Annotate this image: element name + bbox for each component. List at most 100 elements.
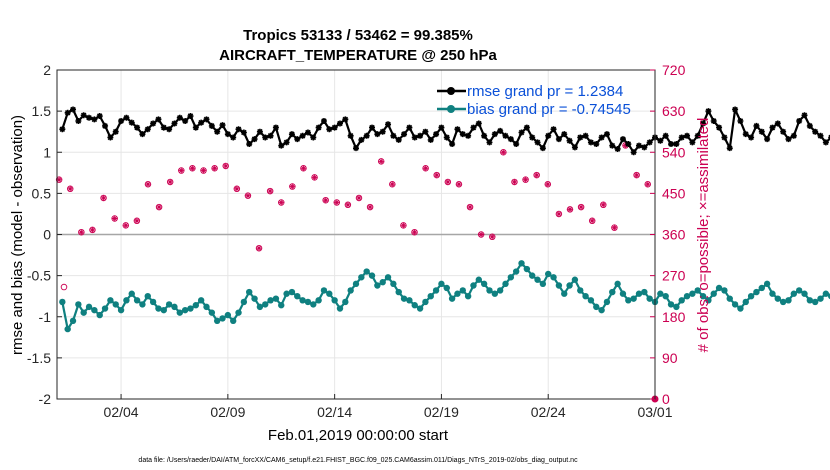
- bias-point: [523, 265, 531, 273]
- bias-point: [443, 284, 450, 292]
- rmse-point: [198, 119, 205, 126]
- rmse-point: [646, 139, 653, 146]
- bias-point: [149, 298, 157, 306]
- rmse-point: [790, 132, 797, 139]
- bias-point: [379, 279, 386, 286]
- rmse-point: [593, 141, 600, 148]
- rmse-point: [507, 136, 514, 143]
- y-tick-label: 0.5: [32, 185, 52, 201]
- obs-assimilated-marker: [400, 222, 407, 228]
- bias-point: [278, 302, 285, 309]
- bias-point: [117, 306, 125, 314]
- bias-point: [368, 272, 376, 279]
- obs-possible-marker: [155, 203, 163, 211]
- y-right-tick-label: 360: [662, 227, 686, 243]
- bias-point: [315, 297, 322, 304]
- rmse-point: [251, 136, 258, 143]
- obs-assimilated-marker: [300, 165, 307, 171]
- bias-point: [625, 297, 632, 304]
- bias-point: [630, 295, 637, 302]
- bias-point: [667, 301, 675, 308]
- bias-point: [710, 290, 717, 297]
- rmse-point: [737, 117, 744, 124]
- obs-assimilated-marker: [411, 229, 418, 235]
- rmse-point: [401, 131, 408, 138]
- obs-assimilated-marker: [600, 202, 606, 208]
- bias-point: [705, 297, 712, 304]
- rmse-point: [219, 122, 226, 129]
- rmse-point: [577, 134, 584, 141]
- bias-point: [352, 280, 360, 288]
- rmse-point: [80, 112, 87, 119]
- bias-point: [593, 303, 600, 311]
- obs-assimilated-marker: [567, 206, 573, 212]
- bias-point: [427, 292, 434, 300]
- bias-point: [128, 290, 135, 297]
- rmse-point: [518, 129, 525, 136]
- obs-assimilated-marker: [200, 167, 207, 174]
- rmse-point: [256, 128, 263, 135]
- rmse-point: [801, 112, 808, 119]
- rmse-point: [342, 116, 349, 123]
- rmse-point: [443, 134, 450, 141]
- obs-possible-marker: [566, 206, 574, 213]
- bias-point: [475, 276, 483, 283]
- bias-point: [326, 290, 333, 297]
- rmse-point: [96, 113, 103, 120]
- rmse-point: [438, 124, 445, 131]
- bias-point: [208, 309, 216, 316]
- bias-point: [96, 311, 103, 319]
- rmse-point: [822, 139, 829, 146]
- obs-possible-marker: [455, 180, 463, 188]
- bias-point: [112, 301, 119, 308]
- obs-possible-marker: [60, 283, 68, 291]
- bias-point: [197, 297, 205, 304]
- obs-assimilated-marker: [223, 163, 229, 169]
- bias-point: [229, 317, 237, 325]
- rmse-point: [481, 132, 488, 139]
- bias-point: [251, 295, 258, 302]
- bias-point: [561, 290, 568, 297]
- obs-possible-marker: [311, 174, 318, 181]
- obs-count-layer: [55, 142, 659, 403]
- rmse-point: [566, 137, 573, 144]
- rmse-point: [347, 132, 354, 139]
- bias-point: [587, 297, 595, 304]
- bias-point: [582, 292, 589, 300]
- bias-point: [721, 287, 728, 294]
- rmse-point: [363, 132, 370, 139]
- bias-point: [785, 297, 792, 304]
- obs-possible-marker: [522, 176, 529, 183]
- bias-point: [470, 282, 477, 289]
- rmse-point: [598, 134, 605, 141]
- obs-possible-marker: [544, 180, 552, 188]
- bias-point: [742, 298, 749, 306]
- bias-point: [790, 290, 798, 297]
- bias-point: [491, 290, 499, 297]
- bias-point: [342, 298, 349, 306]
- bias-point: [827, 293, 830, 300]
- rmse-point: [112, 128, 119, 135]
- obs-possible-marker: [122, 222, 130, 229]
- bias-point: [310, 301, 317, 308]
- rmse-point: [662, 132, 669, 139]
- obs-assimilated-marker: [323, 197, 329, 203]
- rmse-point: [171, 120, 178, 127]
- rmse-point: [625, 141, 632, 148]
- y-right-tick-label: 90: [662, 350, 678, 366]
- rmse-point: [208, 122, 215, 129]
- bias-point: [486, 287, 493, 294]
- bias-point: [165, 301, 173, 308]
- bias-point: [256, 303, 264, 311]
- bias-point: [85, 303, 93, 311]
- rmse-point: [710, 117, 717, 124]
- bias-point: [459, 287, 466, 294]
- x-tick-label: 02/14: [317, 404, 352, 420]
- bias-point: [390, 280, 397, 288]
- obs-assimilated-marker: [578, 204, 584, 210]
- obs-assimilated-marker: [489, 234, 495, 240]
- obs-assimilated-marker: [311, 174, 318, 180]
- obs-assimilated-marker: [467, 204, 473, 210]
- obs-assimilated-marker: [145, 181, 151, 187]
- bias-point: [641, 288, 648, 296]
